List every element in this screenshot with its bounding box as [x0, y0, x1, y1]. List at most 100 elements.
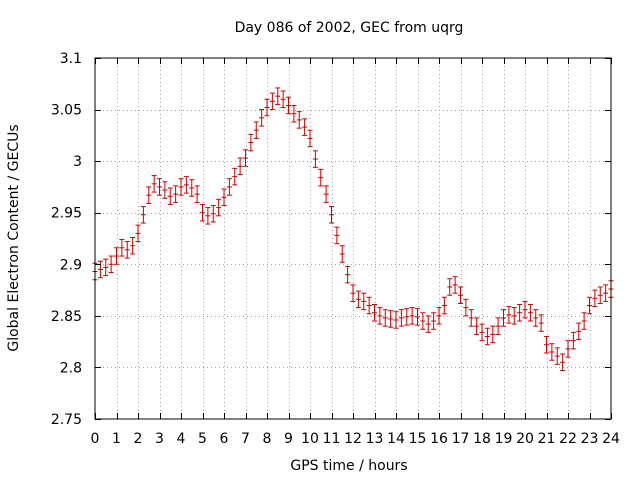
data-point: [248, 133, 254, 152]
data-point: [130, 236, 136, 255]
x-tick-label: 9: [284, 431, 293, 447]
data-point: [200, 203, 205, 222]
data-point: [173, 185, 179, 203]
data-point: [286, 96, 291, 115]
data-point: [474, 317, 480, 335]
data-point: [570, 331, 576, 350]
data-point: [549, 343, 555, 361]
data-point: [189, 179, 195, 197]
data-point: [581, 312, 587, 330]
x-tick-label: 1: [112, 431, 121, 447]
data-point: [291, 104, 297, 123]
data-point: [484, 327, 490, 346]
data-point: [140, 206, 146, 224]
x-tick-label: 21: [538, 431, 556, 447]
x-tick-label: 14: [387, 431, 405, 447]
data-point: [409, 307, 415, 325]
data-point: [329, 206, 334, 224]
data-point: [452, 276, 458, 294]
y-tick-label: 3.05: [51, 103, 82, 119]
x-axis-label: GPS time / hours: [290, 458, 407, 474]
data-point: [114, 247, 119, 265]
y-tick-label: 3: [73, 154, 82, 170]
data-point: [361, 292, 367, 311]
data-point: [124, 241, 130, 259]
data-point: [495, 317, 501, 335]
data-point: [382, 309, 388, 327]
data-point: [296, 111, 302, 129]
x-tick-label: 22: [559, 431, 577, 447]
data-point: [318, 168, 324, 187]
data-point: [458, 286, 463, 304]
data-point: [538, 314, 544, 332]
data-point: [243, 149, 248, 167]
data-point: [565, 340, 571, 358]
data-point: [527, 304, 533, 322]
data-point: [597, 286, 603, 304]
data-point: [108, 255, 114, 274]
data-point: [350, 284, 356, 302]
x-tick-label: 7: [241, 431, 250, 447]
data-point: [119, 239, 125, 257]
data-point: [355, 290, 361, 309]
data-point: [501, 309, 506, 327]
y-tick-labels: 2.75 2.8 2.85 2.9 2.95 3 3.05 3.1: [51, 51, 82, 428]
x-tick-label: 19: [495, 431, 513, 447]
data-point: [312, 150, 318, 168]
x-tick-label: 13: [366, 431, 384, 447]
data-point: [232, 167, 238, 186]
data-point: [511, 307, 517, 325]
data-point: [388, 310, 394, 328]
data-point: [157, 178, 162, 196]
data-layer: [92, 87, 614, 372]
data-point: [97, 260, 103, 279]
data-point: [522, 300, 528, 319]
x-tick-label: 10: [301, 431, 319, 447]
data-point: [393, 311, 399, 329]
x-tick-label: 18: [473, 431, 491, 447]
data-point: [259, 109, 265, 127]
data-point: [441, 296, 447, 315]
data-point: [420, 312, 426, 330]
data-point: [237, 157, 243, 176]
x-tick-label: 5: [198, 431, 207, 447]
data-point: [323, 185, 329, 203]
data-point: [339, 245, 345, 263]
data-point: [162, 181, 168, 199]
data-point: [463, 298, 469, 317]
data-point: [404, 308, 410, 326]
data-point: [479, 323, 485, 342]
data-point: [146, 186, 152, 204]
data-point: [151, 175, 157, 193]
data-point: [226, 178, 232, 196]
data-point: [216, 198, 222, 217]
data-point: [210, 204, 216, 223]
data-point: [275, 87, 281, 105]
x-tick-label: 24: [602, 431, 620, 447]
y-tick-label: 2.9: [60, 257, 82, 273]
data-point: [431, 312, 437, 330]
data-point: [183, 176, 189, 194]
x-tick-label: 16: [430, 431, 448, 447]
y-tick-label: 2.8: [60, 360, 82, 376]
data-point: [603, 284, 609, 302]
data-point: [576, 322, 582, 341]
data-point: [221, 188, 227, 206]
data-point: [178, 178, 184, 196]
data-point: [415, 308, 420, 326]
x-tick-label: 20: [516, 431, 534, 447]
data-point: [447, 278, 453, 296]
data-point: [205, 207, 211, 225]
grid: [95, 58, 611, 419]
data-point: [253, 121, 259, 139]
data-point: [280, 90, 286, 109]
y-tick-label: 2.95: [51, 206, 82, 222]
data-point: [167, 187, 173, 205]
y-tick-label: 2.85: [51, 309, 82, 325]
x-tick-label: 8: [263, 431, 272, 447]
x-tick-label: 2: [134, 431, 143, 447]
data-point: [398, 309, 404, 327]
data-point: [377, 307, 383, 325]
data-point: [533, 309, 539, 327]
